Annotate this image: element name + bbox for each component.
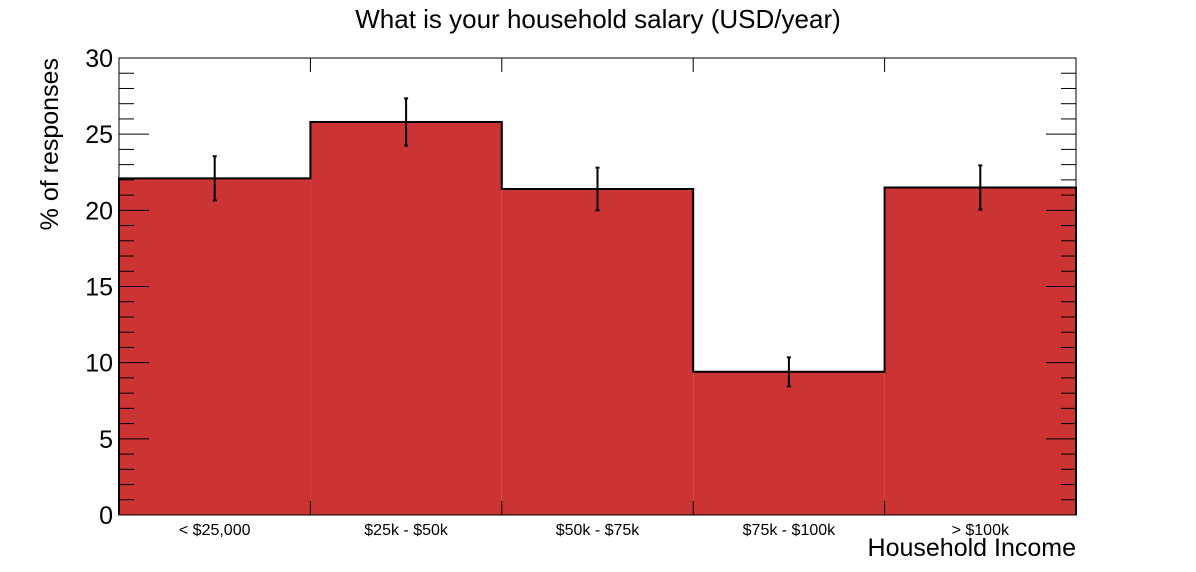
y-tick-label: 30: [85, 45, 113, 73]
labels-layer: 0 5 10 15 20 25 30 < $25,000 $25k - $50k $50k - $…: [85, 45, 1010, 539]
y-tick-label: 5: [99, 426, 113, 454]
x-category-label: $75k - $100k: [743, 522, 837, 539]
bar: [884, 187, 1076, 515]
y-tick-label: 10: [85, 350, 113, 378]
bars-layer: [118, 120, 1077, 516]
y-tick-label: 25: [85, 121, 113, 149]
bar: [310, 121, 502, 515]
error-bars-layer: [212, 97, 983, 388]
y-axis-title: % of responses: [36, 58, 64, 230]
y-tick-label: 0: [99, 502, 113, 530]
x-category-label: < $25,000: [179, 522, 251, 539]
x-axis-title: Household Income: [868, 534, 1076, 562]
bar: [119, 178, 311, 516]
bar: [693, 371, 885, 515]
chart-title: What is your household salary (USD/year): [355, 4, 841, 34]
axes-layer: [118, 57, 1077, 516]
x-category-label: > $100k: [952, 522, 1010, 539]
y-tick-label: 15: [85, 274, 113, 302]
x-category-label: $25k - $50k: [364, 522, 449, 539]
x-category-label: $50k - $75k: [556, 522, 641, 539]
bar: [501, 189, 694, 516]
y-tick-label: 20: [85, 197, 113, 225]
